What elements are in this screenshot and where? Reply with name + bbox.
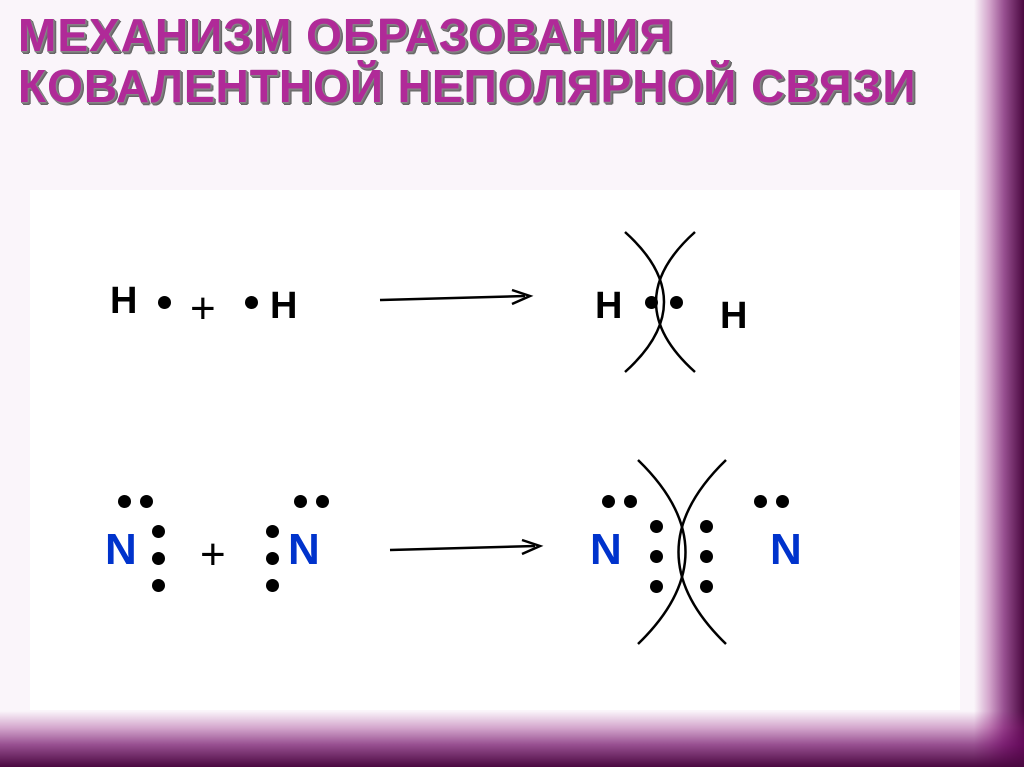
diagram-area: Н + Н Н Н N + N (30, 190, 960, 710)
electron-dot (152, 525, 165, 538)
slide: МЕХАНИЗМ ОБРАЗОВАНИЯ КОВАЛЕНТНОЙ НЕПОЛЯР… (0, 0, 1024, 767)
electron-dot (266, 579, 279, 592)
electron-dot (152, 552, 165, 565)
h-right-1: Н (595, 285, 622, 328)
slide-title: МЕХАНИЗМ ОБРАЗОВАНИЯ КОВАЛЕНТНОЙ НЕПОЛЯР… (18, 10, 964, 111)
h-left-2: Н (270, 285, 297, 328)
n-left-2: N (288, 525, 320, 575)
electron-dot (670, 296, 683, 309)
n-right-2: N (770, 525, 802, 575)
reaction-arrow (390, 538, 550, 558)
electron-dot (294, 495, 307, 508)
electron-dot (245, 296, 258, 309)
electron-dot (700, 550, 713, 563)
n-right-1: N (590, 525, 622, 575)
electron-dot (266, 552, 279, 565)
electron-dot (602, 495, 615, 508)
electron-dot (140, 495, 153, 508)
electron-dot (754, 495, 767, 508)
electron-dot (118, 495, 131, 508)
electron-dot (700, 580, 713, 593)
h-right-2: Н (720, 295, 747, 338)
title-area: МЕХАНИЗМ ОБРАЗОВАНИЯ КОВАЛЕНТНОЙ НЕПОЛЯР… (18, 10, 964, 111)
electron-dot (700, 520, 713, 533)
electron-dot (650, 550, 663, 563)
electron-dot (266, 525, 279, 538)
h-left-1: Н (110, 280, 137, 323)
plus-sign: + (200, 530, 226, 580)
electron-dot (152, 579, 165, 592)
electron-dot (650, 520, 663, 533)
electron-dot (645, 296, 658, 309)
electron-dot (650, 580, 663, 593)
plus-sign: + (190, 284, 216, 334)
electron-dot (624, 495, 637, 508)
electron-dot (316, 495, 329, 508)
orbital-overlap (608, 452, 758, 652)
n-left-1: N (105, 525, 137, 575)
electron-dot (158, 296, 171, 309)
slide-border-right (974, 0, 1024, 767)
electron-dot (776, 495, 789, 508)
slide-border-bottom (0, 711, 1024, 767)
reaction-arrow (380, 290, 540, 310)
